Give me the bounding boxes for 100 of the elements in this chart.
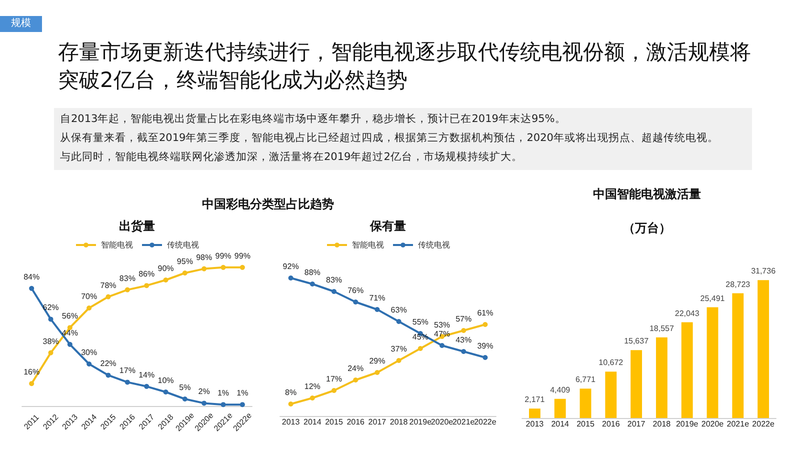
bar [732, 293, 744, 418]
data-label: 99% [215, 251, 232, 260]
data-label: 86% [138, 270, 155, 279]
point [310, 396, 315, 400]
data-label: 92% [282, 262, 299, 271]
point [220, 264, 226, 270]
x-tick-label: 2015 [576, 420, 595, 428]
data-label: 61% [477, 308, 494, 318]
x-tick-label: 2013 [526, 420, 544, 428]
point [374, 307, 380, 312]
data-label: 24% [348, 364, 364, 373]
point [396, 358, 402, 363]
text: 存量市场更新迭代持续进行，智能电视逐步取代传统电视份额，激活规模将突破2亿台，终端智能化成为必然趋势 [58, 39, 752, 94]
point [144, 384, 150, 389]
data-label: 98% [196, 252, 212, 262]
point [418, 346, 423, 351]
bar [758, 280, 770, 418]
bar [656, 337, 668, 418]
chart-subtitle: 出货量 [118, 218, 156, 235]
x-tick-label: 2022e [474, 418, 497, 426]
legend-label: 智能电视 [352, 240, 384, 250]
x-tick-label: 2020e [430, 418, 454, 426]
data-label: 15,637 [624, 336, 650, 346]
data-label: 53% [434, 320, 450, 330]
data-label: 37% [390, 344, 407, 354]
point [332, 388, 336, 393]
bar [580, 388, 592, 418]
bar [681, 322, 693, 418]
data-label: 83% [326, 276, 342, 284]
bar [706, 307, 718, 418]
data-label: 17% [326, 374, 342, 384]
data-label: 8% [285, 388, 297, 397]
point [124, 287, 130, 292]
point [202, 400, 207, 406]
point [240, 264, 245, 270]
data-label: 25,491 [700, 294, 726, 303]
data-label: 55% [412, 318, 428, 326]
point [182, 396, 188, 402]
data-label: 30% [81, 348, 98, 357]
chart-title: 中国彩电分类型占比趋势 [201, 196, 335, 213]
x-tick-label: 2018 [652, 420, 672, 428]
data-label: 83% [119, 274, 136, 283]
chart-title: 中国智能电视激活量 [592, 186, 702, 203]
x-tick-label: 2019e [676, 420, 699, 428]
point [396, 319, 402, 324]
point [106, 372, 111, 378]
point [29, 381, 34, 386]
point [106, 294, 111, 300]
bar [554, 398, 566, 418]
data-label: 88% [304, 268, 320, 277]
data-label: 28,723 [726, 280, 751, 289]
data-label: 6,771 [575, 375, 596, 384]
point [163, 278, 168, 282]
data-label: 18,557 [649, 324, 674, 333]
legend-label: 传统电视 [167, 240, 199, 250]
data-label: 29% [369, 356, 386, 366]
bar [528, 408, 540, 418]
x-tick-label: 2018 [390, 418, 408, 426]
data-label: 63% [390, 306, 407, 314]
data-label: 78% [100, 280, 116, 290]
point [482, 355, 488, 360]
data-label: 12% [304, 382, 320, 391]
data-label: 99% [234, 251, 250, 260]
x-tick-label: 2020e [701, 420, 724, 428]
point [310, 282, 315, 286]
point [353, 378, 358, 382]
bar [630, 350, 642, 418]
x-tick-label: 2016 [602, 420, 620, 428]
data-label: 57% [456, 314, 472, 324]
point [48, 316, 54, 322]
point [332, 289, 336, 294]
x-tick-label: 2015 [325, 418, 344, 426]
data-label: 39% [477, 342, 494, 350]
x-tick-label: 2021e [726, 420, 750, 428]
data-label: 95% [176, 257, 193, 266]
data-label: 84% [24, 272, 40, 282]
point [67, 342, 72, 347]
data-label: 56% [62, 312, 78, 321]
point [163, 390, 168, 394]
data-label: 38% [42, 336, 59, 346]
legend-label: 智能电视 [101, 240, 133, 250]
x-tick-label: 2017 [627, 420, 646, 428]
data-label: 2% [198, 387, 210, 396]
x-tick-label: 2014 [304, 418, 322, 426]
data-label: 4,409 [550, 385, 571, 394]
x-tick-label: 2021e [452, 418, 476, 426]
data-label: 10,672 [598, 358, 624, 368]
data-label: 90% [158, 264, 174, 273]
x-tick-label: 2019e [409, 418, 432, 426]
point [288, 276, 294, 280]
data-label: 5% [179, 383, 191, 392]
point [182, 270, 188, 276]
x-tick-label: 2022e [752, 420, 775, 428]
point [461, 328, 466, 333]
data-label: 1% [236, 388, 248, 398]
point [86, 362, 92, 366]
data-label: 22,043 [674, 308, 700, 318]
point [440, 343, 444, 348]
legend-label: 传统电视 [418, 240, 450, 250]
text: 自2013年起，智能电视出货量占比在彩电终端市场中逐年攀升，稳步增长，预计已在2019年末达95%。 [60, 112, 567, 127]
